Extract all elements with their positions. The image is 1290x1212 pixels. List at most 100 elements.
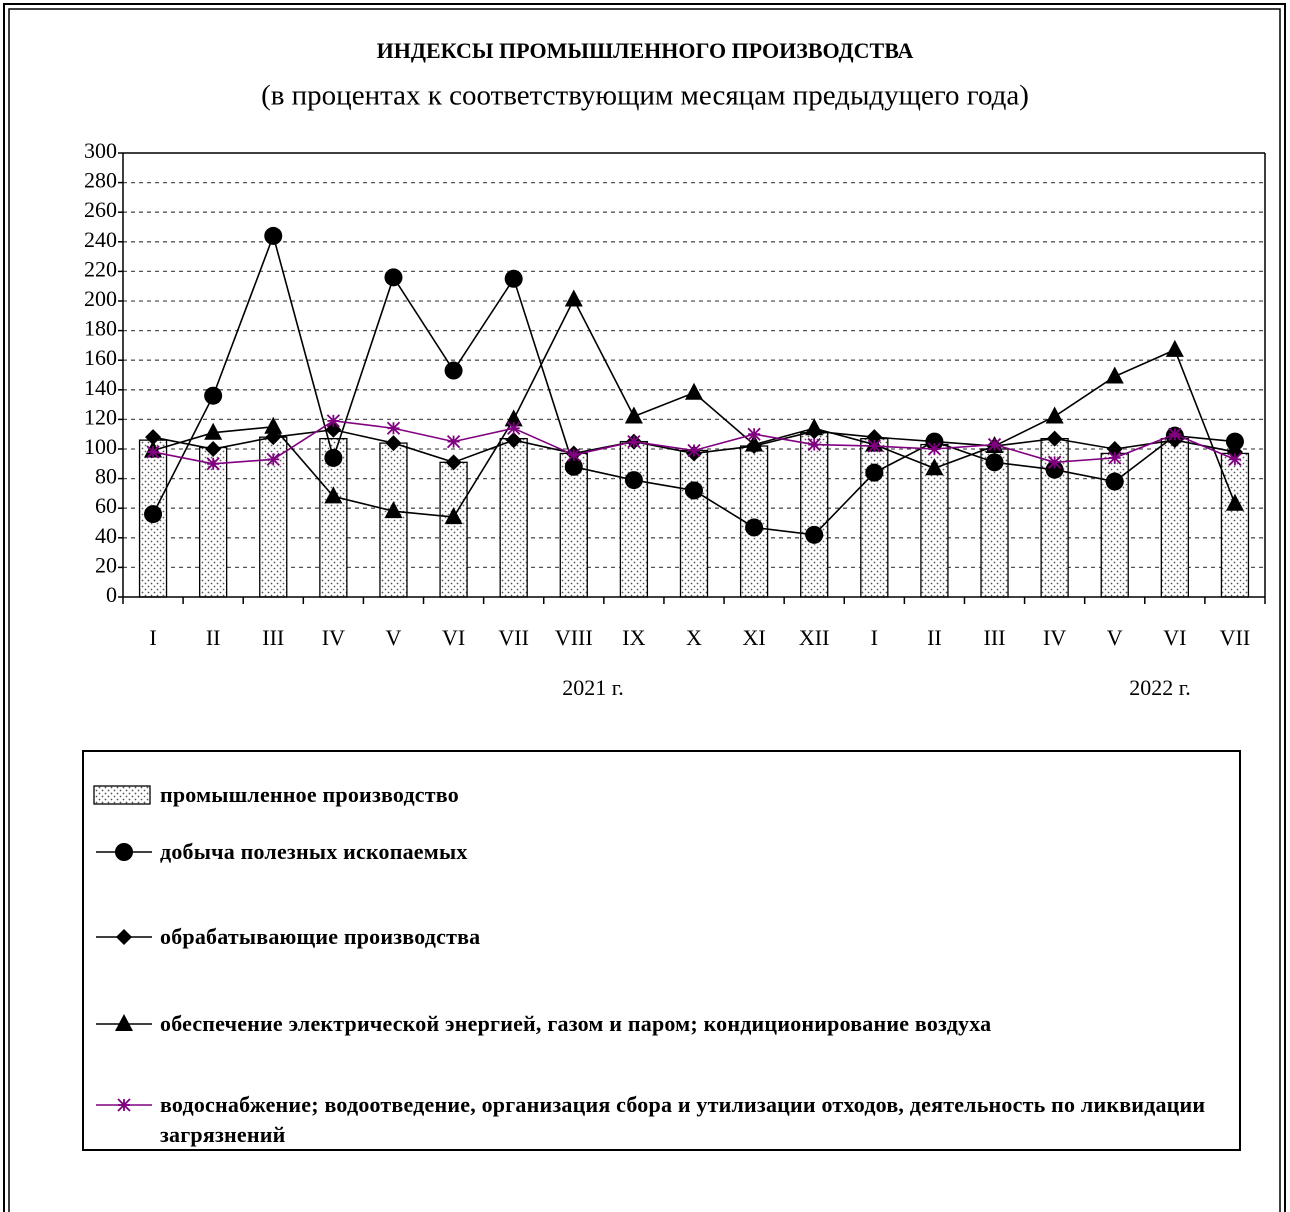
marker [505,432,522,449]
marker [1047,455,1062,469]
y-tick-label: 100 [84,434,117,459]
marker [685,481,703,500]
outer-frame [3,3,1286,1212]
inner-frame [8,8,1281,1212]
marker [807,437,821,452]
marker [385,435,402,452]
marker [266,452,280,466]
marker [745,434,764,452]
marker [1045,406,1064,424]
marker [504,269,523,288]
y-tick-label: 80 [95,464,117,489]
marker [747,427,761,441]
x-tick-label: V [386,625,402,650]
bar [860,437,889,598]
x-tick-label: VII [498,625,529,650]
marker [867,439,881,453]
bar [800,432,829,598]
legend-symbol [96,1014,152,1031]
marker [987,437,1002,452]
legend-symbol [93,785,151,805]
y-tick-label: 220 [84,256,117,281]
y-tick-label: 240 [84,227,117,252]
legend-label: обеспечение электрической энергией, газо… [160,1011,992,1036]
marker [384,501,403,519]
x-tick-label: I [871,625,878,650]
marker [745,518,764,537]
bar [1220,452,1250,598]
x-tick-label: X [686,625,702,650]
marker [1165,339,1184,357]
legend-symbol [96,929,152,945]
marker [324,486,343,504]
marker [264,416,283,434]
marker [145,429,162,446]
bar [499,437,528,598]
marker [264,226,283,245]
marker [925,458,944,476]
y-tick-label: 0 [106,582,117,607]
marker [446,434,461,449]
marker [116,929,132,945]
marker [115,1014,133,1031]
legend-entry: обрабатывающие производства [92,922,1237,952]
marker [1228,452,1242,466]
marker [507,421,521,435]
marker [204,422,223,440]
marker [805,418,824,436]
y-tick-label: 200 [84,286,117,311]
marker [624,406,643,424]
x-tick-label: III [984,625,1006,650]
marker [205,441,222,457]
x-tick-label: IV [322,625,345,650]
bar [439,461,468,598]
marker [564,457,583,476]
x-tick-label: IV [1043,625,1066,650]
marker [444,361,463,380]
x-tick-label: XII [799,625,830,650]
bar [619,440,649,598]
marker [1045,460,1064,479]
marker [1105,366,1124,384]
x-tick-label: VI [1163,625,1186,650]
x-tick-label: VI [442,625,465,650]
legend-entry: промышленное производство [92,780,1237,810]
y-tick-label: 40 [95,523,117,548]
marker [627,434,641,449]
marker [1225,493,1244,511]
marker [1105,472,1124,491]
marker [444,507,463,525]
marker [985,453,1004,472]
x-tick-label: III [262,625,284,650]
chart-title: ИНДЕКСЫ ПРОМЫШЛЕННОГО ПРОИЗВОДСТВА [377,38,914,63]
x-tick-label: IX [622,625,645,650]
marker [115,843,133,861]
marker [927,442,942,456]
marker [865,463,884,482]
x-tick-label: VIII [555,625,593,650]
marker [117,1098,131,1112]
marker [564,289,583,307]
marker [445,454,462,471]
legend-symbol [96,843,152,861]
x-tick-label: I [149,625,156,650]
y-tick-label: 20 [95,552,117,577]
marker [1168,427,1182,441]
marker [504,409,523,427]
y-tick-label: 140 [84,375,117,400]
y-tick-label: 260 [84,197,117,222]
year-label: 2022 г. [1129,675,1191,700]
legend-label: обрабатывающие производства [160,924,481,949]
legend-label: водоснабжение; водоотведение, организаци… [160,1092,1206,1147]
x-tick-label: XI [742,625,765,650]
marker [384,268,403,287]
marker [204,386,223,405]
marker [567,448,581,462]
marker [687,443,701,458]
chart-subtitle: (в процентах к соответствующим месяцам п… [261,80,1029,112]
x-tick-label: II [927,625,942,650]
marker [206,457,220,471]
legend-symbol [96,1098,152,1112]
